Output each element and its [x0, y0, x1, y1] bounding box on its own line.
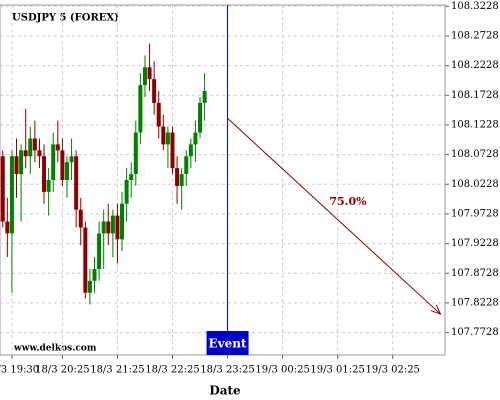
- candle-body: [198, 102, 203, 133]
- candle-body: [9, 156, 14, 234]
- candle-body: [179, 174, 184, 186]
- candle-body: [19, 150, 24, 175]
- x-axis-label: Date: [209, 384, 241, 398]
- candle-body: [161, 126, 166, 145]
- candle-body: [188, 144, 193, 157]
- event-label: Event: [209, 337, 247, 351]
- candle-body: [92, 268, 97, 281]
- y-tick-label: 108.1728: [451, 90, 499, 101]
- candle-body: [124, 180, 129, 204]
- candle-body: [147, 67, 152, 80]
- y-tick-label: 108.0228: [451, 179, 499, 190]
- candle-body: [32, 138, 37, 151]
- candle-body: [184, 156, 189, 175]
- y-tick-label: 108.0728: [451, 149, 499, 160]
- y-tick-label: 107.8228: [451, 297, 499, 308]
- candle-body: [55, 144, 60, 151]
- candle-body: [28, 138, 33, 157]
- candle-body: [42, 156, 47, 192]
- candle-body: [193, 132, 198, 145]
- x-tick-label: 19/3 00:25: [255, 365, 309, 376]
- x-tick-label: 18/3 20:25: [35, 365, 89, 376]
- candle-body: [23, 150, 28, 157]
- candle-body: [5, 221, 10, 234]
- x-tick-label: 18/3 21:25: [90, 365, 144, 376]
- y-tick-label: 107.9228: [451, 238, 499, 249]
- candle-body: [78, 209, 83, 228]
- candle-body: [110, 215, 115, 234]
- candle-body: [60, 150, 65, 180]
- candle-body: [101, 221, 106, 234]
- candle-body: [87, 280, 92, 293]
- y-tick-label: 108.2728: [451, 30, 499, 41]
- x-tick-label: 19/3 02:25: [365, 365, 419, 376]
- candle-body: [129, 174, 134, 180]
- candle-body: [97, 233, 102, 269]
- chart-title: USDJPY 5 (FOREX): [12, 13, 119, 24]
- candle-body: [74, 156, 79, 210]
- x-tick-label: 18/3 22:25: [145, 365, 199, 376]
- candle-body: [175, 168, 180, 186]
- candle-body: [64, 162, 69, 180]
- candle-body: [51, 144, 56, 180]
- x-tick-label: 19/3 01:25: [310, 365, 364, 376]
- forecast-arrow: [227, 117, 441, 315]
- candle-body: [156, 102, 161, 127]
- candle-body: [37, 150, 42, 157]
- y-tick-label: 107.9728: [451, 208, 499, 219]
- y-tick-label: 108.2228: [451, 60, 499, 71]
- candle-body: [46, 180, 51, 192]
- candle-body: [83, 227, 88, 293]
- candle-body: [120, 203, 125, 240]
- candle-body: [133, 132, 138, 175]
- arrow-head: [430, 304, 442, 315]
- x-tick-label: 18/3 19:30: [0, 365, 39, 376]
- watermark: www.delkos.com: [13, 344, 97, 354]
- arrow-label: 75.0%: [329, 195, 367, 208]
- candle-body: [115, 215, 120, 240]
- candle-body: [165, 132, 170, 145]
- y-tick-label: 108.3228: [451, 1, 499, 12]
- candle-body: [202, 91, 207, 103]
- candle-body: [69, 156, 74, 163]
- candle-body: [106, 221, 111, 234]
- x-tick-label: 18/3 23:25: [200, 365, 254, 376]
- y-tick-label: 107.7728: [451, 327, 499, 338]
- candle-body: [142, 67, 147, 86]
- y-tick-label: 107.8728: [451, 268, 499, 279]
- candle-body: [152, 79, 157, 103]
- candle-body: [170, 132, 175, 169]
- event-box: [206, 331, 249, 355]
- candle-body: [14, 156, 19, 175]
- y-tick-label: 108.1228: [451, 119, 499, 130]
- candle-body: [0, 156, 5, 222]
- candle-body: [138, 85, 143, 133]
